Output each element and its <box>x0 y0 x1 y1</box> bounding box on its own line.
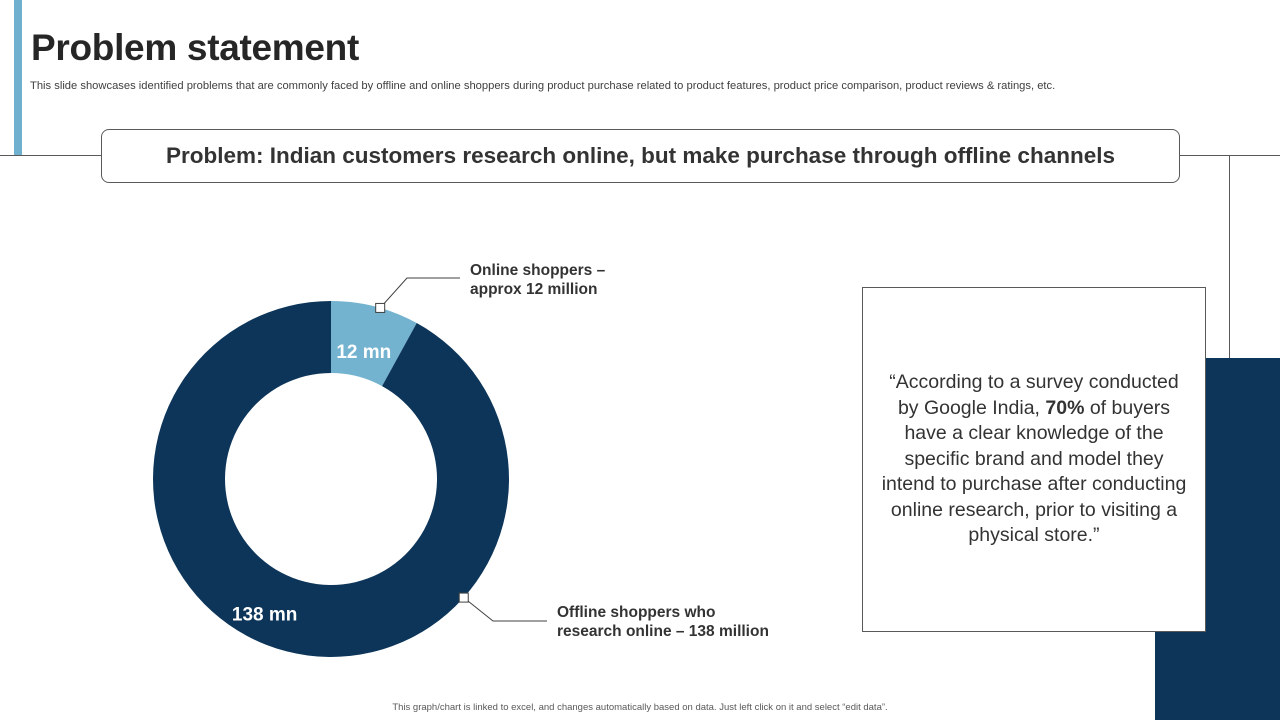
problem-banner: Problem: Indian customers research onlin… <box>101 129 1180 183</box>
title-accent-bar <box>14 0 22 156</box>
divider-left <box>0 155 102 156</box>
problem-text: Problem: Indian customers research onlin… <box>166 143 1115 168</box>
quote-text-end: of buyers have a clear knowledge of the … <box>881 396 1187 547</box>
survey-quote: “According to a survey conducted by Goog… <box>881 370 1187 549</box>
donut-slice-2[interactable] <box>152 301 509 657</box>
callout-line-2 <box>463 597 547 622</box>
donut-chart[interactable]: 12 mn 138 mn Online shoppers – approx 12 m… <box>0 0 860 700</box>
donut-value-label-1: 12 mn <box>336 342 391 363</box>
survey-quote-box: “According to a survey conducted by Goog… <box>862 287 1206 632</box>
donut-slice-1[interactable] <box>331 301 417 387</box>
quote-highlight-percent: 70% <box>1045 396 1085 419</box>
callout-line-1 <box>379 277 460 309</box>
divider-vertical <box>1229 155 1230 359</box>
callout-text-1: Online shoppers – approx 12 million <box>470 262 606 298</box>
donut-value-label-2: 138 mn <box>232 605 297 626</box>
quote-text-start: “According to a survey conducted by Goog… <box>889 371 1179 419</box>
donut-callouts: Online shoppers – approx 12 million Offlin… <box>375 262 769 640</box>
callout-text-2: Offline shoppers who research online – 13… <box>557 604 769 640</box>
chart-footnote: This graph/chart is linked to excel, and… <box>392 702 888 713</box>
page-title: Problem statement <box>31 27 359 68</box>
callout-marker-1 <box>375 302 386 313</box>
donut-slices <box>152 301 509 657</box>
callout-marker-2 <box>458 592 469 603</box>
donut-labels: 12 mn 138 mn <box>232 342 391 625</box>
page-subtitle: This slide showcases identified problems… <box>30 80 1056 92</box>
